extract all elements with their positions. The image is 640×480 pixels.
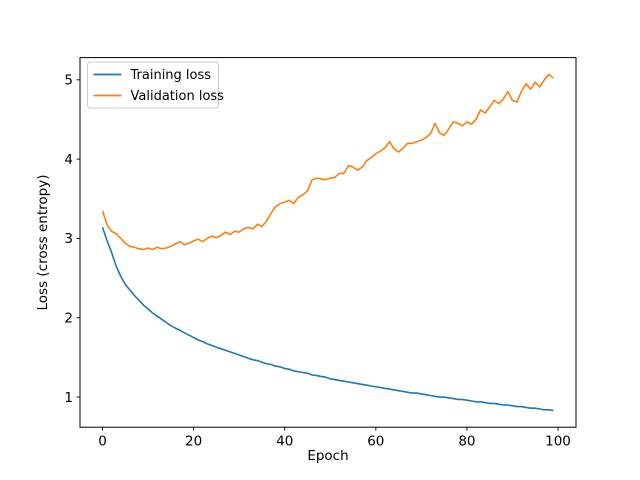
x-axis-label: Epoch bbox=[307, 448, 348, 464]
plot-border bbox=[79, 57, 577, 428]
legend-label-validation: Validation loss bbox=[131, 89, 225, 104]
y-tick-label: 2 bbox=[64, 311, 73, 327]
legend-label-training: Training loss bbox=[130, 68, 212, 83]
y-tick-label: 1 bbox=[64, 390, 73, 406]
x-tick-label: 40 bbox=[276, 434, 293, 450]
x-tick-label: 100 bbox=[545, 434, 571, 450]
x-tick-label: 60 bbox=[367, 434, 384, 450]
y-tick-label: 5 bbox=[64, 73, 73, 89]
x-axis-ticks: 0 20 40 60 80 100 bbox=[98, 427, 571, 450]
training-loss-line bbox=[101, 227, 554, 412]
legend: Training loss Validation loss bbox=[87, 61, 225, 109]
y-axis-ticks: 1 2 3 4 5 bbox=[64, 73, 80, 406]
legend-box bbox=[87, 61, 219, 109]
x-tick-label: 0 bbox=[98, 434, 107, 450]
y-axis-label: Loss (cross entropy) bbox=[35, 175, 51, 311]
y-tick-label: 3 bbox=[64, 231, 73, 247]
validation-loss-line bbox=[101, 73, 555, 251]
x-tick-label: 80 bbox=[458, 434, 475, 450]
y-tick-label: 4 bbox=[64, 152, 73, 168]
x-tick-label: 20 bbox=[185, 434, 202, 450]
